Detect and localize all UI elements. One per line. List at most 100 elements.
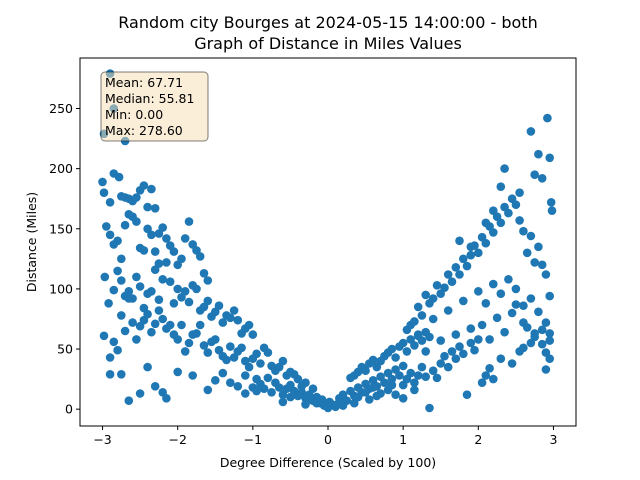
- data-point-35: [158, 223, 167, 232]
- data-point-299: [522, 248, 532, 258]
- data-point-261: [519, 343, 528, 353]
- data-point-323: [481, 218, 491, 228]
- data-point-184: [317, 395, 327, 404]
- data-point-315: [511, 284, 521, 294]
- data-point-56: [132, 272, 141, 282]
- data-point-220: [402, 347, 412, 356]
- data-point-135: [278, 356, 288, 366]
- data-point-60: [147, 287, 156, 296]
- data-point-36: [162, 234, 171, 243]
- data-point-148: [203, 385, 213, 395]
- data-point-100: [147, 327, 156, 337]
- data-point-237: [413, 371, 423, 380]
- data-point-101: [150, 319, 160, 329]
- data-point-49: [104, 299, 113, 308]
- y-tick-label-1: 50: [57, 342, 73, 357]
- data-point-308: [443, 306, 453, 315]
- data-point-107: [173, 335, 182, 344]
- data-point-265: [541, 365, 551, 374]
- data-point-90: [109, 337, 119, 347]
- data-point-139: [117, 370, 126, 379]
- data-point-40: [177, 254, 186, 264]
- data-point-248: [455, 342, 464, 351]
- data-point-311: [481, 299, 491, 308]
- data-point-222: [410, 341, 419, 350]
- data-point-243: [436, 359, 446, 368]
- data-point-242: [432, 373, 442, 383]
- x-tick-label-3: 0: [324, 432, 332, 447]
- data-point-143: [150, 382, 160, 391]
- data-point-95: [128, 318, 137, 327]
- data-point-264: [537, 339, 547, 349]
- x-axis-label: Degree Difference (Scaled by 100): [220, 455, 436, 470]
- data-point-319: [541, 318, 551, 327]
- data-point-146: [173, 367, 182, 377]
- data-point-271: [417, 311, 427, 320]
- data-point-330: [534, 149, 543, 159]
- data-point-275: [432, 281, 442, 290]
- data-point-78: [214, 301, 224, 311]
- data-point-24: [117, 254, 126, 264]
- data-point-306: [413, 330, 423, 339]
- data-point-255: [481, 371, 491, 380]
- data-point-48: [100, 272, 110, 282]
- data-point-152: [233, 382, 243, 391]
- data-point-304: [541, 270, 551, 279]
- data-point-150: [218, 368, 228, 378]
- data-point-357: [338, 401, 348, 410]
- data-point-52: [117, 276, 126, 285]
- data-point-256: [485, 364, 494, 373]
- data-point-110: [184, 338, 194, 348]
- data-point-87: [248, 330, 258, 339]
- y-tick-label-4: 200: [49, 161, 73, 176]
- data-point-203: [395, 371, 404, 380]
- data-point-151: [226, 378, 235, 388]
- data-point-337: [436, 336, 446, 345]
- data-point-226: [425, 332, 434, 342]
- data-point-305: [545, 291, 554, 301]
- data-point-342: [492, 313, 502, 323]
- data-point-153: [241, 389, 250, 398]
- data-point-325: [496, 182, 506, 191]
- data-point-113: [195, 320, 205, 330]
- x-tick-label-6: 3: [549, 432, 557, 447]
- data-point-244: [440, 351, 449, 361]
- data-point-288: [481, 238, 491, 248]
- data-point-351: [545, 354, 554, 364]
- data-point-347: [522, 323, 532, 332]
- data-point-322: [466, 242, 476, 252]
- data-point-232: [391, 390, 400, 400]
- data-point-266: [545, 336, 554, 345]
- data-point-356: [301, 400, 310, 409]
- data-point-217: [391, 353, 400, 362]
- data-point-159: [267, 388, 276, 397]
- data-point-259: [507, 359, 517, 368]
- data-point-142: [143, 362, 152, 372]
- data-point-252: [470, 345, 479, 355]
- data-point-42: [184, 217, 194, 226]
- data-point-129: [256, 359, 265, 368]
- data-point-140: [124, 396, 134, 406]
- data-point-63: [158, 275, 167, 284]
- data-point-94: [124, 294, 134, 303]
- data-point-209: [361, 366, 370, 376]
- data-point-343: [500, 327, 509, 337]
- data-point-216: [387, 344, 397, 354]
- axis-ticks: −3 −2 −1 0 1 2 3 0 50 100 150 200 250: [49, 101, 557, 447]
- data-point-286: [474, 248, 483, 258]
- data-point-161: [274, 383, 284, 392]
- data-point-245: [443, 362, 453, 372]
- data-point-241: [428, 366, 438, 376]
- data-point-112: [192, 329, 201, 338]
- data-point-51: [113, 266, 122, 276]
- data-point-41: [180, 234, 190, 243]
- data-point-25: [120, 220, 130, 230]
- data-point-83: [233, 315, 243, 325]
- data-point-185: [325, 397, 334, 407]
- data-point-297: [515, 216, 524, 225]
- data-point-88: [99, 331, 109, 341]
- data-point-46: [199, 269, 209, 278]
- data-point-328: [526, 127, 536, 136]
- data-point-353: [252, 386, 261, 396]
- data-point-45: [195, 252, 205, 261]
